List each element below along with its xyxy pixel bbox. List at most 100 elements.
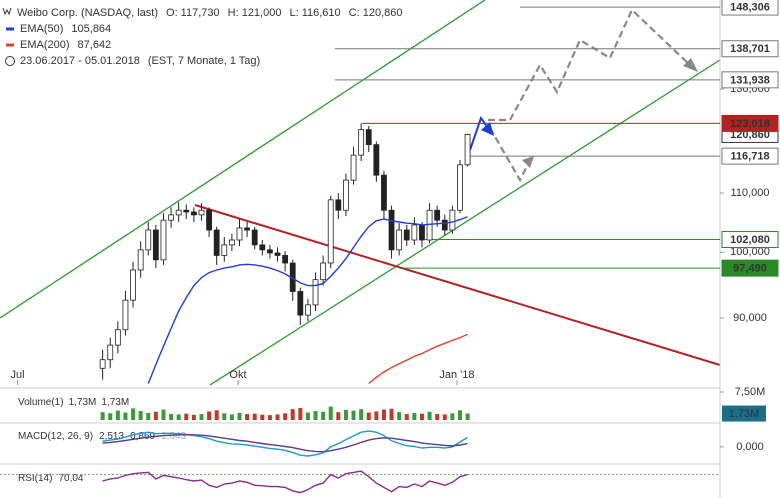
volume-bar (313, 411, 318, 420)
candle-body (160, 219, 167, 261)
volume-bar (169, 414, 174, 420)
candle-body (388, 209, 395, 251)
volume-bar (351, 410, 356, 420)
volume-bar (336, 412, 341, 420)
panel-titles: Volume(1) 1,73M 1,73M MACD(12, 26, 9) 2,513… (18, 397, 187, 484)
volume-bar (100, 412, 105, 420)
volume-bar (404, 414, 409, 420)
projection-alt (489, 127, 529, 183)
volume-bar (419, 413, 424, 420)
candle-body (457, 164, 463, 211)
candle-body (221, 244, 228, 256)
rsi-title: RSI(14) 70,04 (18, 473, 84, 484)
volume-bar (115, 410, 120, 420)
volume-bar (412, 412, 417, 420)
v: 0,869 (130, 431, 155, 442)
v: 1,73M (69, 397, 97, 408)
candle-body (122, 299, 129, 331)
volume-bar (321, 411, 326, 420)
period-text: (EST, 7 Monate, 1 Tag) (148, 55, 260, 67)
price-label-box (721, 40, 779, 58)
candle-body (312, 279, 319, 306)
price-label-box (721, 231, 779, 249)
candle-body (259, 244, 266, 251)
volume-bar (442, 414, 447, 420)
projection-blue-arrow (481, 122, 494, 136)
y-tick-label: 100,000 (730, 246, 770, 258)
y-tick-label: 110,000 (731, 187, 770, 199)
volume-bar (214, 410, 219, 420)
candle-body (274, 252, 281, 256)
candle-body (251, 229, 258, 246)
indicator-line (102, 434, 468, 453)
price-label: 97,490 (733, 263, 767, 275)
candle-body (282, 255, 289, 264)
v: 1,73M (101, 397, 129, 408)
volume-bar (222, 413, 227, 420)
candle-body (145, 229, 152, 251)
price-label-box (721, 0, 779, 16)
candle-body (411, 224, 418, 241)
candle-body (107, 344, 114, 361)
candle-body (419, 224, 425, 241)
projection (488, 8, 691, 122)
x-tick-label: Okt (229, 369, 246, 381)
candle-body (130, 269, 136, 301)
volume-bar (184, 413, 189, 420)
price-label: 138,701 (730, 43, 770, 55)
volume-bar (275, 414, 280, 420)
volume-bar (267, 415, 272, 420)
volume-bar (328, 406, 333, 420)
panel-separators (0, 0, 721, 498)
volume-bar (389, 408, 394, 420)
volume-bar (191, 414, 196, 420)
channel-lower (209, 59, 721, 386)
volume-bar (176, 414, 181, 420)
volume-bar (359, 409, 364, 420)
t: RSI(14) (18, 473, 52, 484)
candle-body (152, 229, 159, 261)
candle-body (335, 199, 342, 211)
volume-bar (161, 409, 166, 420)
candle-body (373, 144, 380, 176)
candle-body (381, 174, 387, 211)
title: Weibo Corp. (NASDAQ, last) O: 117,730 H: 1… (17, 7, 402, 19)
projection-blue (469, 115, 489, 151)
volume-bar (146, 412, 151, 420)
candle-body (441, 219, 448, 231)
volume-bar (450, 413, 455, 420)
candle-body (183, 209, 190, 213)
price-label: 116,718 (730, 151, 769, 163)
t: MACD(12, 26, 9) (18, 431, 93, 442)
price-label-box (721, 114, 779, 132)
volume-bar (465, 413, 470, 420)
legend-value: 87,642 (78, 39, 112, 51)
clock-icon (5, 56, 15, 66)
candle-body (244, 227, 250, 231)
volume-bar (397, 412, 402, 420)
ema-line (147, 216, 468, 384)
date-text: 23.06.2017 - 05.01.2018 (20, 55, 140, 67)
price-label: 102,080 (730, 234, 770, 246)
candle-body (327, 199, 334, 264)
ohlc: L: 116,610 (289, 7, 340, 19)
candle-body (190, 211, 197, 216)
volume-bar (131, 408, 136, 420)
x-tick-label: Jul (10, 369, 24, 381)
volume-bar (283, 413, 288, 420)
volume-bar (245, 414, 250, 420)
header: Weibo Corp. (NASDAQ, last) O: 117,730 H: 1… (2, 7, 402, 67)
volume-bar (207, 411, 212, 420)
ohlc: C: 120,860 (349, 7, 403, 19)
x-tick-label: Jan '18 (439, 369, 474, 381)
candle-body (350, 154, 357, 181)
trend-lines (0, 0, 721, 386)
candle-body (206, 209, 212, 231)
y-tick-label: 0,000 (736, 441, 764, 453)
volume-bar (290, 409, 295, 420)
volume-bar (108, 413, 113, 420)
candle-body (297, 291, 304, 316)
price-label-box (721, 71, 779, 89)
candle-body (175, 209, 182, 216)
